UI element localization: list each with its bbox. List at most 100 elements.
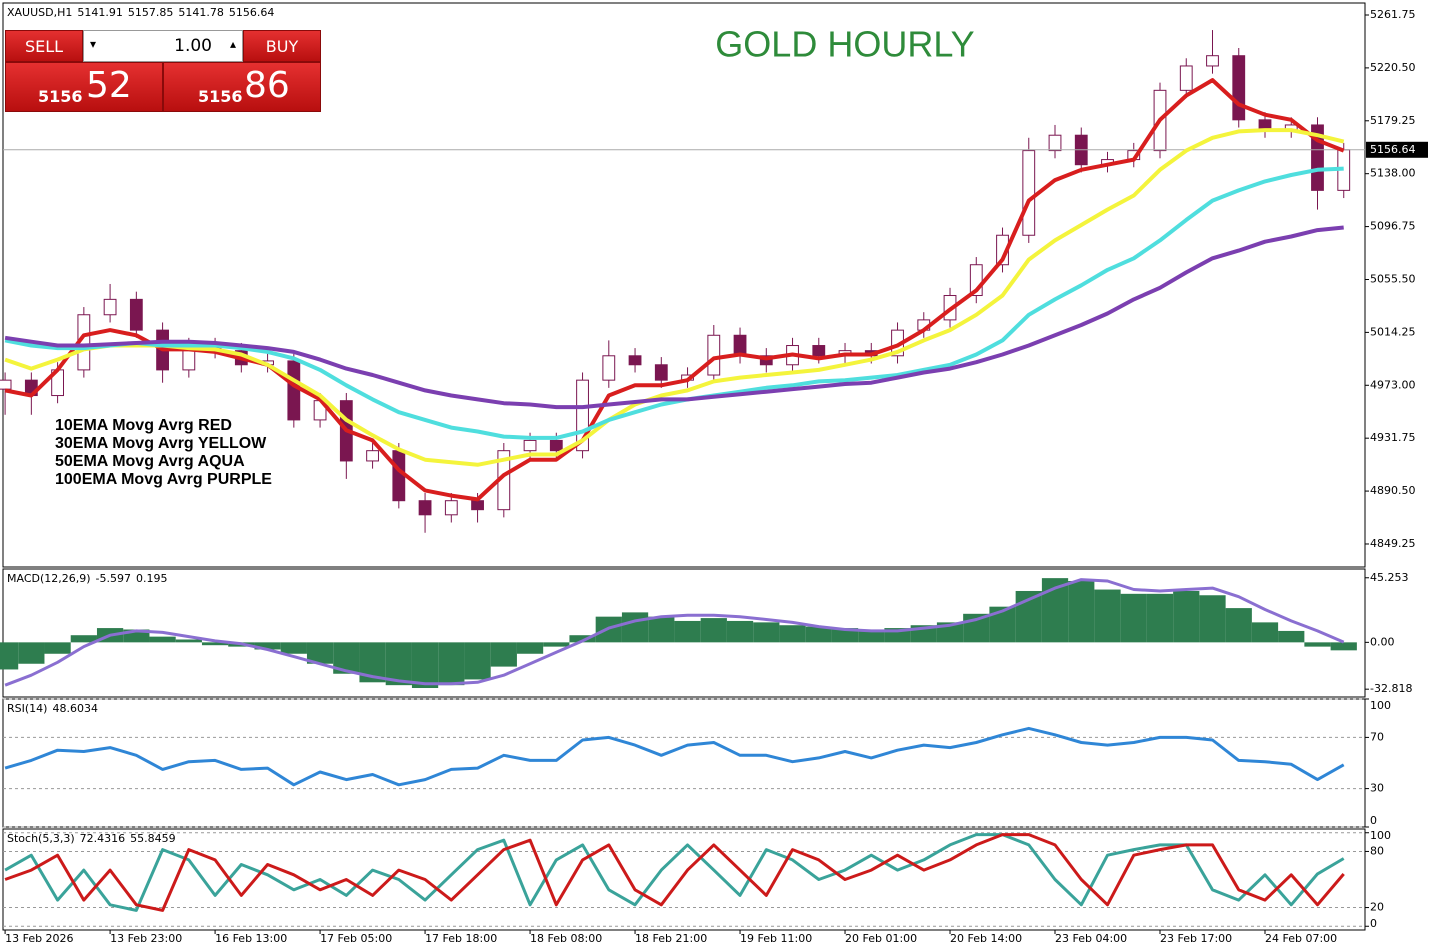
- y-tick-label: 5055.50: [1370, 272, 1416, 285]
- x-tick-label: 18 Feb 21:00: [635, 932, 707, 945]
- y-tick-label: 100: [1370, 699, 1391, 712]
- y-tick-label: 5220.50: [1370, 61, 1416, 74]
- panel-header: Stoch(5,3,3) 72.4316 55.8459: [7, 832, 181, 845]
- sell-button[interactable]: SELL: [5, 30, 83, 62]
- x-tick-label: 17 Feb 05:00: [320, 932, 392, 945]
- macd-bar: [1068, 580, 1095, 643]
- lot-down[interactable]: ▾: [90, 37, 97, 51]
- y-tick-label: 0.00: [1370, 635, 1395, 648]
- line: [4, 578, 1345, 687]
- line: [4, 128, 1345, 467]
- lot-size[interactable]: 1.00: [174, 36, 212, 56]
- candle-body: [1048, 134, 1062, 152]
- macd-bar: [858, 629, 885, 643]
- panel-frame: [2, 828, 1366, 931]
- bid-small: 52: [86, 65, 132, 106]
- buy-button[interactable]: BUY: [243, 30, 321, 62]
- candle-body: [471, 500, 484, 511]
- macd-bar: [1120, 593, 1147, 643]
- panel-frame: [2, 568, 1366, 698]
- macd-bar: [464, 642, 491, 680]
- macd-bar: [280, 642, 307, 654]
- macd-bar: [648, 616, 675, 643]
- bid-big: 5156: [38, 87, 83, 106]
- indicator-value: -5.597: [95, 572, 132, 585]
- x-tick-label: 13 Feb 2026: [5, 932, 73, 945]
- x-tick-label: 18 Feb 08:00: [530, 932, 602, 945]
- candle-body: [0, 379, 12, 390]
- panel-header: MACD(12,26,9) -5.597 0.195: [7, 572, 173, 585]
- line: [4, 225, 1344, 410]
- panel-header: XAUUSD,H1 5141.91 5157.85 5141.78 5156.64: [7, 6, 279, 19]
- macd-bar: [1146, 593, 1174, 643]
- line: [4, 78, 1345, 502]
- macd-bar: [70, 635, 97, 643]
- candle-body: [576, 379, 589, 452]
- line: [4, 166, 1344, 440]
- macd-bar: [254, 642, 281, 650]
- y-tick-label: 45.253: [1370, 571, 1409, 584]
- header-value: 5156.64: [228, 6, 275, 19]
- y-tick-label: 4931.75: [1370, 431, 1416, 444]
- candle-body: [969, 264, 983, 297]
- y-tick-label: 30: [1370, 782, 1384, 795]
- y-tick-label: 5138.00: [1370, 167, 1416, 180]
- macd-bar: [543, 642, 570, 647]
- candle-body: [523, 439, 537, 452]
- candle-body: [1206, 55, 1219, 67]
- macd-bar: [1330, 642, 1357, 651]
- candle-body: [1311, 124, 1324, 191]
- ask-small: 86: [244, 65, 290, 106]
- x-tick-label: 23 Feb 04:00: [1055, 932, 1127, 945]
- indicator-label: Stoch(5,3,3): [7, 832, 75, 845]
- price-tag: [1366, 141, 1428, 158]
- y-tick-label: 80: [1370, 844, 1384, 857]
- sell-price[interactable]: 5156 52: [5, 62, 163, 112]
- panel-frame: [2, 698, 1366, 828]
- candle-body: [366, 450, 379, 462]
- y-tick-label: 0: [1370, 917, 1377, 930]
- macd-bar: [831, 628, 859, 643]
- lot-box[interactable]: ▾ 1.00 ▴: [83, 30, 243, 62]
- lot-up[interactable]: ▴: [229, 37, 236, 51]
- y-tick-label: 4973.00: [1370, 378, 1416, 391]
- x-tick-label: 13 Feb 23:00: [110, 932, 182, 945]
- indicator-label: MACD(12,26,9): [7, 572, 91, 585]
- macd-bar: [569, 635, 596, 643]
- macd-bar: [438, 642, 465, 686]
- indicator-value: 48.6034: [52, 702, 98, 715]
- candle-body: [602, 355, 616, 381]
- candle-body: [103, 298, 117, 316]
- panel-frame: [2, 2, 1366, 568]
- price-tag-label: 5156.64: [1370, 143, 1416, 156]
- y-tick-label: 0: [1370, 814, 1377, 827]
- x-tick-label: 23 Feb 17:00: [1160, 932, 1232, 945]
- candle-body: [392, 450, 406, 502]
- legend-label: 30EMA Movg Avrg YELLOW: [55, 435, 267, 452]
- line: [4, 726, 1345, 787]
- macd-bar: [1094, 589, 1121, 643]
- macd-bar: [175, 639, 202, 643]
- buy-price[interactable]: 5156 86: [163, 62, 321, 112]
- x-tick-label: 16 Feb 13:00: [215, 932, 287, 945]
- candle-body: [654, 364, 668, 381]
- indicator-value: 0.195: [136, 572, 168, 585]
- macd-bar: [726, 620, 754, 643]
- macd-bar: [149, 636, 176, 643]
- indicator-value: 72.4316: [79, 832, 126, 845]
- macd-bar: [1199, 595, 1226, 643]
- symbol: XAUUSD,H1: [7, 6, 73, 19]
- macd-bar: [0, 642, 19, 670]
- candle-body: [707, 334, 721, 376]
- candle-body: [549, 439, 563, 452]
- macd-bar: [700, 618, 727, 643]
- macd-bar: [1225, 608, 1252, 643]
- macd-bar: [201, 642, 229, 646]
- candle-body: [418, 500, 432, 516]
- macd-bar: [411, 642, 439, 689]
- candle-body: [444, 500, 458, 516]
- candle-body: [1022, 150, 1036, 236]
- candle-body: [1232, 55, 1246, 121]
- x-tick-label: 20 Feb 01:00: [845, 932, 917, 945]
- y-tick-label: 20: [1370, 901, 1384, 914]
